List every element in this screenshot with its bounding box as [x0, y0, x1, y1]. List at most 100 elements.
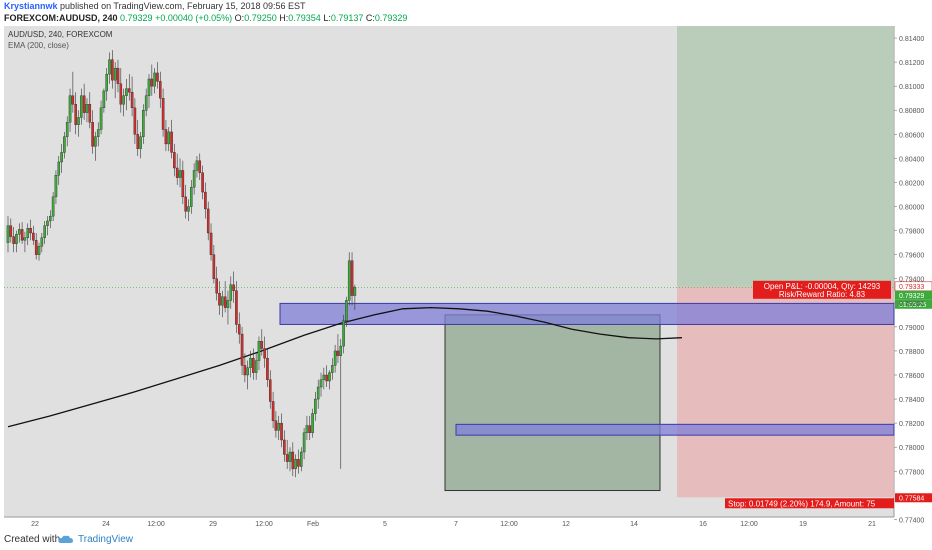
ema-layer	[7, 306, 683, 428]
open-label: O:	[234, 13, 245, 23]
candle-bull	[6, 225, 10, 243]
candle-bear	[164, 129, 168, 145]
high-value: 0.79354	[288, 13, 321, 23]
candle-bear	[204, 191, 207, 210]
candle-bear	[237, 324, 241, 335]
candle-bear	[271, 401, 275, 421]
rounding-bottom-box	[444, 314, 661, 492]
candle-bear	[127, 88, 131, 93]
candle-bear	[184, 196, 187, 212]
candle-bear	[218, 292, 221, 306]
candle-bull	[65, 122, 69, 137]
candle-bull	[49, 215, 52, 222]
candle-bear	[285, 454, 289, 462]
price-tick-label: 0.81400	[899, 36, 924, 43]
candle-bear	[243, 365, 247, 376]
candle-bull	[229, 284, 233, 301]
time-tick-label: 29	[209, 521, 217, 528]
price-ticks: 0.81400 0.81200 0.81000 0.80800 0.80600 0.804…	[894, 36, 924, 524]
candle-bull	[353, 286, 357, 296]
close-value: 0.79329	[374, 13, 408, 23]
candle-bear	[173, 152, 176, 169]
tradingview-brand-link[interactable]: TradingView	[78, 534, 134, 545]
candle-bull	[46, 220, 49, 226]
candle-bear	[252, 357, 255, 373]
price-tick-label: 0.80200	[899, 180, 924, 187]
candle-bull	[23, 237, 27, 241]
price-tick-label: 0.79200	[899, 301, 924, 308]
candle-bear	[283, 439, 286, 455]
candle-bull	[302, 432, 306, 453]
candle-bull	[328, 372, 331, 382]
candle-bull	[331, 365, 334, 373]
candle-bull	[94, 136, 97, 147]
candle-bear	[235, 290, 238, 325]
candle-bear	[119, 83, 123, 105]
candle-bull	[257, 341, 261, 361]
price-change: +0.00040 (+0.05%)	[155, 13, 233, 23]
price-axis[interactable]	[894, 26, 932, 517]
candle-bull	[345, 300, 348, 322]
candle-bull	[108, 59, 111, 75]
candle-bull	[221, 296, 224, 306]
low-value: 0.79137	[330, 13, 364, 23]
candle-bear	[159, 81, 162, 99]
ema-200-line	[7, 306, 683, 428]
last-price-tag	[895, 290, 932, 300]
candle-bull	[319, 379, 323, 388]
candles-layer	[6, 50, 357, 478]
candle-bull	[339, 345, 343, 356]
time-tick-label: 14	[630, 521, 638, 528]
candle-bear	[29, 228, 32, 234]
candle-bear	[325, 374, 328, 382]
price-tick-label: 0.80400	[899, 156, 924, 163]
candle-bull	[54, 175, 58, 198]
resistance-zone-upper	[279, 302, 895, 325]
time-tick-label: Feb	[307, 521, 319, 528]
author-link[interactable]: Krystiannwk	[4, 1, 58, 11]
last-price-text: 0.79329	[899, 293, 924, 300]
candle-bear	[32, 232, 35, 241]
time-tick-label: 7	[454, 521, 458, 528]
support-zone-lower	[455, 423, 895, 436]
price-tick-label: 0.78400	[899, 397, 924, 404]
candle-bear	[201, 172, 204, 193]
time-ticks: 22 24 12:00 29 12:00 Feb 5 7 12:00 12 14 16 12:00 19 2…	[31, 521, 876, 528]
candle-bull	[192, 170, 196, 188]
candle-bear	[336, 350, 340, 356]
candle-bull	[51, 196, 55, 217]
candle-bull	[333, 350, 337, 366]
candle-bull	[40, 237, 44, 247]
candle-bear	[297, 459, 300, 467]
position-target-zone	[677, 26, 894, 287]
candle-bull	[147, 78, 151, 96]
candle-bull	[37, 246, 41, 255]
time-tick-label: 22	[31, 521, 39, 528]
publish-line: Krystiannwk published on TradingView.com…	[4, 1, 306, 12]
candle-bear	[291, 451, 295, 470]
candle-bull	[311, 413, 314, 433]
price-tick-label: 0.77400	[899, 517, 924, 524]
candle-bear	[170, 131, 173, 153]
low-label: L:	[323, 13, 331, 23]
candle-bear	[274, 420, 278, 431]
candle-bear	[111, 59, 114, 81]
candle-bull	[63, 136, 66, 153]
candle-bull	[77, 117, 80, 125]
candle-bull	[43, 225, 46, 238]
candle-bull	[316, 386, 320, 400]
pnl-text: Open P&L: -0.00004, Qty: 14293	[764, 282, 881, 291]
candle-bull	[139, 136, 142, 149]
price-tick-label: 0.78200	[899, 421, 924, 428]
price-tick-label: 0.78600	[899, 373, 924, 380]
price-tick-label: 0.80000	[899, 205, 924, 212]
candle-bull	[125, 88, 128, 96]
created-with-label: Created with	[4, 534, 61, 545]
candle-bear	[240, 333, 244, 366]
time-axis[interactable]	[4, 517, 894, 529]
candle-bear	[209, 232, 213, 255]
risk-reward-text: Risk/Reward Ratio: 4.83	[779, 290, 866, 299]
candle-bull	[102, 90, 106, 109]
candle-bear	[308, 425, 312, 433]
